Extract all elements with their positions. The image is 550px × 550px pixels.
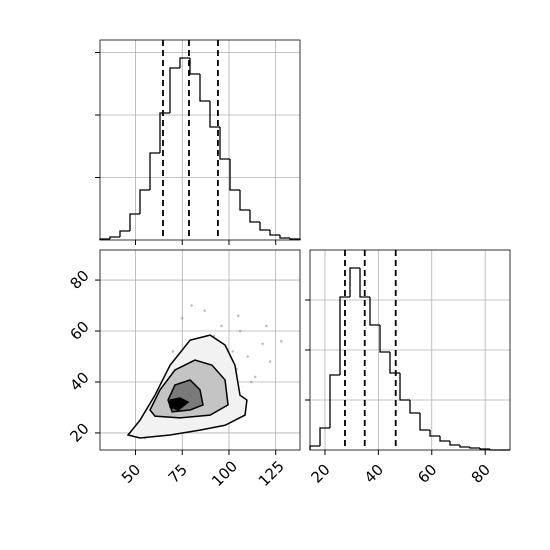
- histogram-bin: [239, 190, 250, 211]
- histogram-bin: [229, 159, 240, 191]
- x-tick-label: 80: [468, 461, 494, 487]
- histogram-bin: [139, 189, 150, 214]
- x-tick-label: 20: [307, 461, 333, 487]
- scatter-point: [246, 355, 249, 358]
- panel: 50 75 100 125 20 40 60 80: [67, 249, 301, 490]
- axes-frame: [99, 39, 301, 241]
- histogram-bin: [479, 448, 490, 450]
- axes-frame: [99, 249, 301, 451]
- histogram-bin: [279, 235, 290, 239]
- y-tick-label: 80: [67, 267, 93, 293]
- histogram-bin: [459, 445, 470, 448]
- panel: 20 40 60 80: [305, 249, 511, 487]
- histogram-bin: [349, 267, 361, 297]
- histogram-bin: [369, 297, 381, 326]
- y-tick-label: 20: [67, 419, 93, 445]
- histogram-bin: [129, 213, 140, 231]
- histogram-bin: [409, 400, 421, 414]
- histogram-bin: [449, 441, 461, 446]
- histogram-bin: [169, 67, 180, 113]
- scatter-point: [237, 314, 240, 318]
- histogram-bin: [219, 127, 230, 160]
- histogram-bin: [309, 445, 321, 450]
- y-tick-label: 40: [67, 369, 93, 395]
- x-tick-label: 60: [414, 461, 440, 487]
- panel: [95, 39, 301, 245]
- histogram-bin: [119, 230, 130, 237]
- histogram-bin: [189, 58, 200, 75]
- histogram-bin: [429, 430, 441, 437]
- histogram-bin: [319, 427, 330, 446]
- histogram-bin: [249, 210, 260, 223]
- histogram-bin: [209, 101, 220, 128]
- histogram-bin: [359, 268, 370, 298]
- x-tick-label: 50: [118, 461, 144, 487]
- histogram-bin: [469, 447, 481, 449]
- histogram-bin: [149, 152, 160, 190]
- histogram-bin: [399, 373, 410, 401]
- histogram-bin: [389, 352, 401, 374]
- histogram-bin: [329, 374, 341, 428]
- histogram-bin: [199, 74, 210, 102]
- x-tick-label: 125: [255, 457, 288, 490]
- scatter-point: [238, 329, 242, 333]
- histogram-bin: [379, 325, 390, 353]
- contour: [169, 397, 190, 411]
- histogram-bin: [159, 112, 170, 153]
- x-tick-label: 100: [208, 457, 241, 490]
- histogram-bin: [419, 413, 430, 431]
- x-tick-label: 40: [361, 461, 387, 487]
- histogram-bin: [109, 236, 120, 239]
- scatter-point: [250, 380, 253, 384]
- scatter-point: [171, 350, 175, 353]
- scatter-point: [261, 342, 264, 346]
- x-tick-label: 75: [165, 461, 191, 487]
- scatter-point: [268, 360, 272, 363]
- scatter-point: [280, 339, 283, 343]
- scatter-point: [203, 309, 206, 312]
- scatter-point: [220, 324, 223, 328]
- axes-frame: [309, 249, 511, 451]
- histogram-bin: [339, 296, 350, 375]
- scatter-point: [265, 324, 268, 328]
- y-tick-label: 60: [67, 318, 93, 344]
- scatter-point: [180, 316, 184, 320]
- histogram-bin: [179, 57, 190, 68]
- scatter-point: [253, 375, 257, 379]
- scatter-point: [231, 350, 235, 353]
- histogram-bin: [269, 230, 280, 236]
- histogram-bin: [259, 222, 270, 231]
- scatter-point: [190, 304, 193, 307]
- histogram-bin: [439, 436, 450, 442]
